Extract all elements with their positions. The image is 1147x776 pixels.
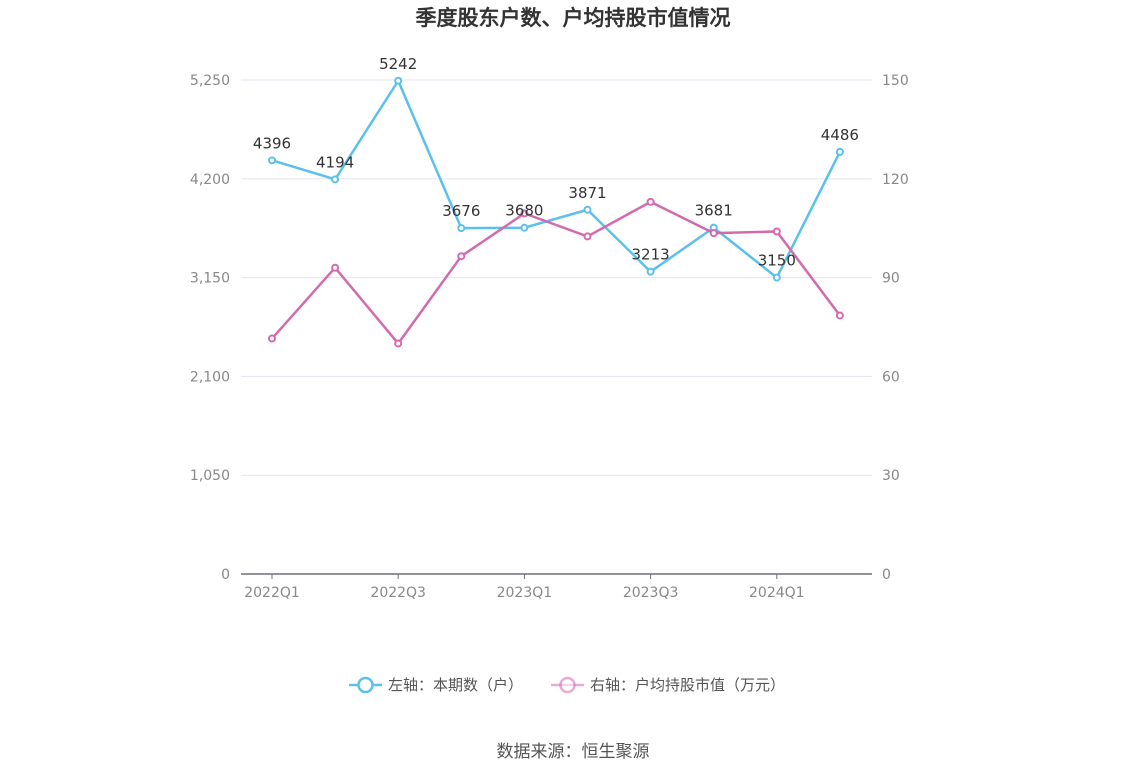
y-right-tick-label: 150 bbox=[882, 73, 909, 89]
data-point[interactable] bbox=[520, 223, 529, 232]
y-left-tick-label: 0 bbox=[221, 567, 230, 583]
series-line-1 bbox=[271, 200, 841, 345]
legend-item-0[interactable]: 左轴：本期数（户） bbox=[349, 676, 523, 694]
data-label: 4194 bbox=[316, 153, 354, 171]
y-left-tick-label: 1,050 bbox=[190, 468, 230, 484]
source-note: 数据来源：恒生聚源 bbox=[497, 742, 650, 762]
y-right-tick-label: 0 bbox=[882, 567, 891, 583]
y-right-tick-label: 30 bbox=[882, 468, 900, 484]
x-tick-label: 2024Q1 bbox=[749, 585, 805, 601]
data-label: 4396 bbox=[253, 134, 291, 152]
y-right-tick-label: 90 bbox=[882, 271, 900, 287]
data-point[interactable] bbox=[835, 147, 844, 156]
legend-label: 左轴：本期数（户） bbox=[388, 676, 523, 694]
legend-marker-icon bbox=[357, 676, 374, 694]
data-point[interactable] bbox=[457, 252, 466, 261]
y-left-tick-label: 4,200 bbox=[190, 172, 230, 188]
y-right-tick-label: 60 bbox=[882, 369, 900, 385]
axes: 0 0 1,050 30 2,100 60 3,150 90 4,200 120 5,250 150 2… bbox=[190, 73, 909, 601]
legend-label: 右轴：户均持股市值（万元） bbox=[590, 676, 785, 694]
legend[interactable]: 左轴：本期数（户） 右轴：户均持股市值（万元） bbox=[349, 676, 785, 694]
x-tick-label: 2023Q1 bbox=[497, 585, 553, 601]
legend-item-1[interactable]: 右轴：户均持股市值（万元） bbox=[551, 676, 785, 694]
x-tick-label: 2022Q1 bbox=[244, 585, 300, 601]
series bbox=[268, 76, 844, 348]
data-point[interactable] bbox=[331, 175, 340, 184]
data-point[interactable] bbox=[646, 267, 655, 276]
data-label: 3213 bbox=[632, 246, 670, 264]
y-left-tick-label: 5,250 bbox=[190, 73, 230, 89]
x-tick-label: 2023Q3 bbox=[623, 585, 679, 601]
legend-marker-icon bbox=[559, 676, 576, 694]
series-line-0 bbox=[271, 79, 842, 279]
data-label: 3150 bbox=[758, 252, 796, 270]
data-point[interactable] bbox=[709, 229, 718, 238]
data-point[interactable] bbox=[646, 197, 655, 206]
chart-title: 季度股东户数、户均持股市值情况 bbox=[416, 6, 731, 30]
data-point[interactable] bbox=[583, 205, 592, 214]
data-label: 4486 bbox=[821, 126, 859, 144]
data-point[interactable] bbox=[835, 311, 844, 320]
data-label: 3871 bbox=[568, 184, 606, 202]
y-right-tick-label: 120 bbox=[882, 172, 909, 188]
data-point[interactable] bbox=[331, 263, 340, 272]
y-left-tick-label: 2,100 bbox=[190, 369, 230, 385]
grid bbox=[241, 79, 872, 476]
data-label: 5242 bbox=[379, 55, 417, 73]
data-point[interactable] bbox=[583, 232, 592, 241]
data-point[interactable] bbox=[772, 273, 781, 282]
data-point[interactable] bbox=[394, 339, 403, 348]
data-point[interactable] bbox=[457, 224, 466, 233]
data-label: 3681 bbox=[695, 202, 733, 220]
data-point[interactable] bbox=[772, 227, 781, 236]
data-label: 3676 bbox=[442, 202, 480, 220]
x-tick-label: 2022Q3 bbox=[370, 585, 426, 601]
data-point[interactable] bbox=[394, 76, 403, 85]
data-label: 3680 bbox=[505, 202, 543, 220]
data-labels: 4396 4194 5242 3676 3680 3871 3213 3681 3150 4486 bbox=[253, 55, 859, 270]
y-left-tick-label: 3,150 bbox=[190, 271, 230, 287]
data-point[interactable] bbox=[268, 334, 276, 343]
data-point[interactable] bbox=[520, 209, 529, 218]
data-point[interactable] bbox=[268, 156, 276, 165]
